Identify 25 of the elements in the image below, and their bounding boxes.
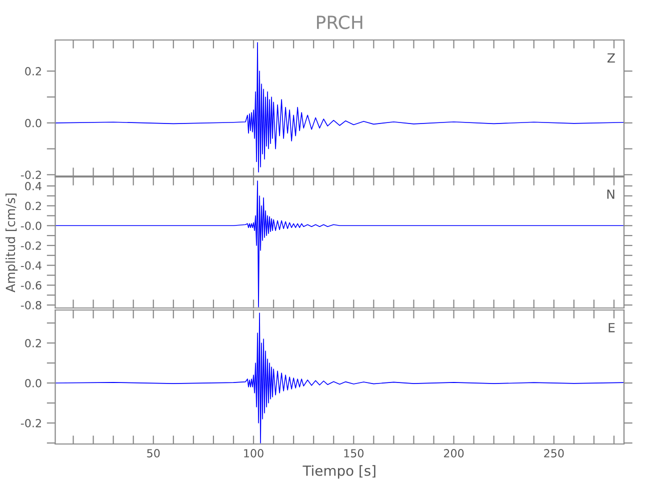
- y-tick-label: 0.2: [25, 338, 41, 348]
- y-tick-label: -0.4: [20, 261, 42, 270]
- y-tick-label: 0.0: [25, 378, 42, 388]
- y-tick-label: -0.8: [20, 301, 42, 310]
- chart-title: PRCH: [317, 15, 362, 30]
- x-axis-title: Tiempo [s]: [302, 465, 376, 479]
- y-tick-label: -0.6: [20, 281, 42, 290]
- y-tick-label: 0.2: [25, 202, 41, 210]
- x-tick-label: 150: [344, 449, 364, 458]
- x-tick-label: 100: [244, 449, 264, 458]
- y-tick-label: 0.4: [25, 182, 42, 190]
- annotation: E: [608, 323, 615, 332]
- annotation: Z: [607, 53, 615, 62]
- y-tick-label: -0.2: [20, 418, 41, 428]
- line-series: [55, 42, 624, 173]
- x-tick-label: 250: [544, 449, 564, 458]
- y-tick-label: -0.2: [20, 241, 41, 250]
- x-tick-label: 200: [444, 449, 464, 458]
- y-tick-label: -0.0: [20, 222, 42, 230]
- y-tick-label: 0.2: [25, 67, 41, 76]
- x-tick-label: 50: [147, 449, 160, 458]
- y-tick-label: -0.2: [20, 170, 41, 180]
- y-axis-title: Amplitud [cm/s]: [6, 194, 18, 292]
- annotation: N: [607, 190, 614, 199]
- y-tick-label: 0.0: [25, 118, 42, 128]
